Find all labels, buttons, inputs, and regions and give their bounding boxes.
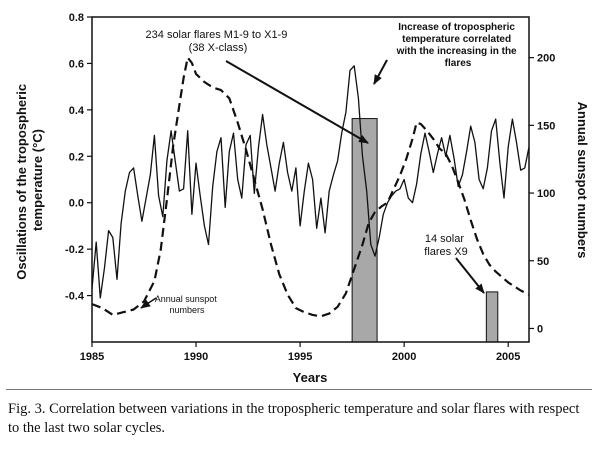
- x-tick-label: 1985: [80, 351, 104, 363]
- y-left-tick-label: 0.6: [69, 58, 84, 70]
- x-tick-label: 1995: [288, 351, 312, 363]
- y-axis-right-label: Annual sunspot numbers: [575, 102, 590, 259]
- temperature-series-line: [91, 65, 530, 299]
- y-right-tick-label: 200: [537, 53, 555, 65]
- annotation-flares-main-line-1: 234 solar flares M1-9 to X1-9: [146, 29, 288, 41]
- y-left-tick-label: 0.2: [69, 151, 84, 163]
- y-right-tick-label: 100: [537, 188, 555, 200]
- annotation-sunspot: Annual sunspot numbers: [155, 294, 220, 315]
- annotation-increase-line-1: Increase of tropospheric: [398, 22, 515, 33]
- figure-caption: Fig. 3. Correlation between variations i…: [8, 401, 580, 436]
- y-left-tick-label: -0.4: [65, 291, 85, 303]
- annotation-flares-x9: 14 solar flares X9: [424, 233, 467, 258]
- annotation-sunspot-line-2: numbers: [169, 305, 205, 315]
- annotation-increase-line-4: flares: [445, 58, 472, 69]
- y-left-tick-label: 0.0: [69, 198, 84, 210]
- flare-bar-1: [351, 118, 378, 343]
- annotation-increase: Increase of tropospheric temperature cor…: [396, 22, 520, 69]
- annotation-increase-line-2: temperature correlated: [402, 34, 511, 45]
- arrow-flares-x9: [455, 257, 485, 294]
- y-left-tick-label: 0.8: [69, 12, 84, 24]
- annotation-flares-x9-line-1: 14 solar: [425, 233, 464, 245]
- y-right-tick-label: 0: [537, 323, 543, 335]
- x-tick-label: 1990: [184, 351, 208, 363]
- y-axis-left-label: Oscillations of the tropospheric tempera…: [14, 80, 45, 279]
- arrow-sunspot: [140, 297, 157, 309]
- ticks-layer: 1985 1990 1995 2000 2005-0.4-0.20.00.20.40.6…: [65, 12, 555, 363]
- y-right-tick-label: 50: [537, 256, 549, 268]
- annotation-flares-main: 234 solar flares M1-9 to X1-9 (38 X-clas…: [146, 29, 291, 54]
- y-right-tick-label: 150: [537, 120, 555, 132]
- chart: 1985 1990 1995 2000 2005-0.4-0.20.00.20.40.6…: [14, 12, 590, 385]
- y-left-tick-label: 0.4: [69, 105, 85, 117]
- flare-bar-2: [485, 291, 499, 343]
- annotation-flares-main-line-2: (38 X-class): [189, 42, 248, 54]
- lines-layer: [91, 56, 530, 318]
- y-left-tick-label: -0.2: [65, 244, 84, 256]
- bars-layer: [351, 118, 499, 343]
- annotation-flares-x9-line-2: flares X9: [424, 246, 467, 258]
- x-axis-label: Years: [293, 370, 328, 385]
- plot-frame: [91, 16, 530, 343]
- y-axis-left-label-line-1: Oscillations of the tropospheric: [14, 84, 29, 280]
- annotation-increase-line-3: with the increasing in the: [396, 46, 517, 57]
- arrow-increase: [373, 59, 388, 85]
- arrow-flares-main: [225, 60, 369, 144]
- x-tick-label: 2000: [392, 351, 416, 363]
- annotation-sunspot-line-1: Annual sunspot: [155, 294, 218, 304]
- x-tick-label: 2005: [496, 351, 520, 363]
- y-axis-left-label-line-2: temperature (°C): [30, 129, 45, 231]
- caption-divider: [6, 389, 592, 390]
- sunspot-series-line: [91, 56, 530, 318]
